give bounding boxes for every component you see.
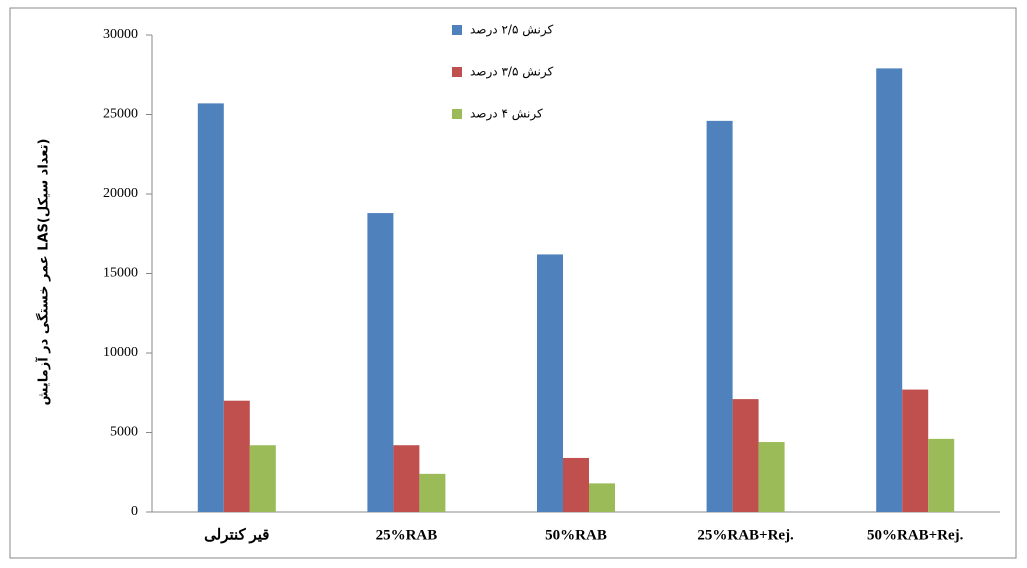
y-tick-label: 25000 (103, 107, 138, 122)
bar (732, 399, 759, 512)
bar (876, 68, 903, 512)
bar (249, 445, 276, 512)
bar (589, 483, 615, 512)
x-tick-label: 25%RAB+Rej. (697, 527, 794, 543)
legend-swatch (452, 109, 462, 119)
bar (419, 473, 446, 512)
x-tick-label: 50%RAB+Rej. (867, 527, 964, 543)
bar (393, 445, 420, 512)
y-tick-label: 15000 (103, 266, 138, 281)
y-tick-label: 20000 (103, 186, 138, 201)
x-tick-label: قیر کنترلی (204, 527, 269, 543)
bar (902, 389, 929, 512)
bar (223, 400, 250, 512)
bar (928, 438, 955, 512)
y-tick-label: 0 (131, 504, 138, 519)
legend-label: کرنش ۳/۵ درصد (470, 65, 553, 80)
legend-label: کرنش ۴ درصد (470, 107, 543, 122)
bar (758, 442, 785, 512)
x-tick-label: 25%RAB (376, 527, 438, 543)
bar (367, 213, 394, 512)
chart-frame (9, 7, 1017, 559)
legend-swatch (452, 67, 462, 77)
y-tick-label: 5000 (110, 425, 138, 440)
bar (537, 254, 563, 513)
bar (706, 120, 733, 513)
y-tick-label: 10000 (103, 345, 138, 360)
legend-swatch (452, 25, 462, 35)
y-tick-label: 30000 (103, 27, 138, 42)
bar (197, 103, 224, 513)
legend-label: کرنش ۲/۵ درصد (470, 23, 553, 38)
bar (563, 457, 589, 512)
x-tick-label: 50%RAB (545, 527, 607, 543)
y-axis-label: عمر خستگی در آزمایش LAS(تعداد سیکل) (35, 139, 52, 406)
